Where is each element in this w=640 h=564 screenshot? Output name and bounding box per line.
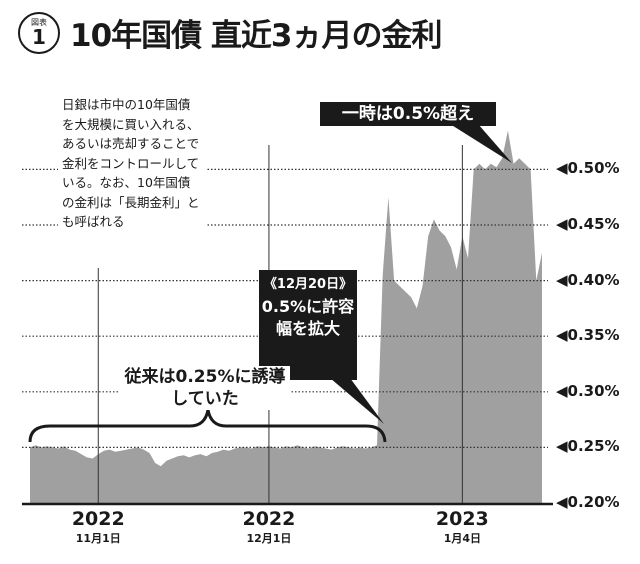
chart-title: 10年国債 直近3ヵ月の金利 [70,18,443,54]
y-tick-label: ◀0.25% [556,437,620,456]
brace [28,409,387,443]
x-tick-year: 2022 [71,508,125,530]
y-tick-label: ◀0.20% [556,493,620,511]
x-tick-label: 2023 1月4日 [417,508,507,546]
x-tick-day: 11月1日 [75,532,121,545]
badge-number: 1 [32,24,46,49]
peak-pointer [450,124,512,163]
badge-label: 図表 [31,17,47,27]
figure-badge: 図表 1 [18,11,60,54]
x-tick-year: 2022 [242,508,296,530]
rate-area [30,130,542,503]
chart-header: 図表 1 10年国債 直近3ヵ月の金利 [18,10,443,55]
previous-target-label: 従来は0.25%に誘導していた [120,366,290,410]
x-tick-day: 12月1日 [246,532,292,545]
y-tick-label: ◀0.40% [556,270,620,289]
dec20-date: 《12月20日》 [263,277,353,292]
peak-callout: 一時は0.5%超え [320,102,496,126]
y-tick-label: ◀0.30% [556,381,620,400]
x-tick-label: 2022 11月1日 [53,508,143,546]
x-tick-day: 1月4日 [443,532,481,545]
y-tick-label: ◀0.35% [556,326,620,345]
dec20-text: 0.5%に許容幅を拡大 [261,297,355,338]
y-tick-label: ◀0.50% [556,159,620,178]
dec20-pointer [330,378,384,424]
explanation-note: 日銀は市中の10年国債を大規模に買い入れる、あるいは売却することで金利をコントロ… [58,95,206,232]
y-tick-label: ◀0.45% [556,215,620,233]
x-tick-label: 2022 12月1日 [224,508,314,546]
x-tick-year: 2023 [435,508,489,530]
dec20-callout: 《12月20日》 0.5%に許容幅を拡大 [259,270,357,380]
